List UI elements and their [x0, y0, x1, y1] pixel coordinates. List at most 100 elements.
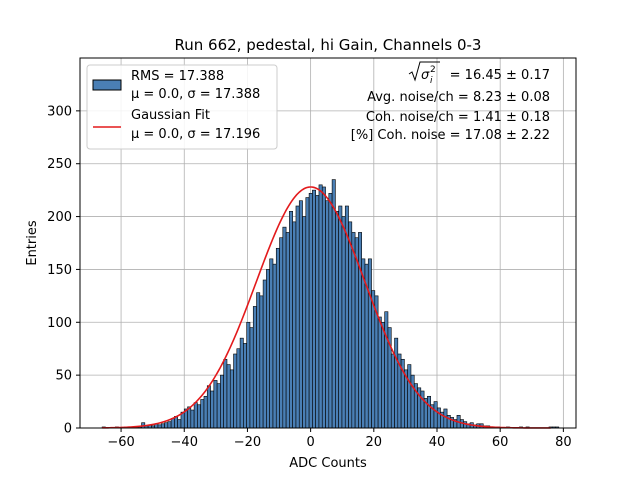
- legend-histogram-stats: μ = 0.0, σ = 17.388: [131, 87, 260, 102]
- x-tick-label: −60: [107, 435, 134, 450]
- histogram-bar: [229, 369, 234, 429]
- histogram-bar: [167, 421, 172, 429]
- histogram-bar: [367, 258, 372, 429]
- x-axis-label: ADC Counts: [289, 456, 367, 471]
- total-noise-value: = 16.45 ± 0.17: [450, 68, 550, 83]
- x-axis-ticks: −60 −40 −20 0 20 40 60 80: [107, 428, 572, 450]
- y-tick-label: 50: [55, 369, 72, 384]
- histogram-bar: [381, 321, 385, 429]
- legend-box: [86, 64, 278, 150]
- histogram-bar: [200, 399, 205, 429]
- gaussian-fit-line: [102, 186, 551, 429]
- histogram-bar: [308, 193, 313, 429]
- histogram-bar: [272, 263, 277, 429]
- histogram-bar: [338, 205, 343, 429]
- histogram-bar: [436, 407, 441, 429]
- histogram-bar: [210, 390, 215, 429]
- y-tick-label: 200: [47, 210, 72, 225]
- y-tick-label: 250: [47, 157, 72, 172]
- histogram-bar: [220, 374, 224, 429]
- y-tick-label: 300: [47, 104, 72, 119]
- histogram-bar: [358, 232, 362, 429]
- x-tick-label: −20: [234, 435, 261, 450]
- histogram-bar: [394, 337, 399, 429]
- histogram-bar: [341, 216, 346, 429]
- histogram-bar: [427, 395, 431, 429]
- histogram-bar: [262, 279, 267, 429]
- noise-annotations: σ 2 i = 16.45 ± 0.17 Avg. noise/ch = 8.2…: [351, 61, 550, 143]
- histogram-bar: [285, 232, 290, 429]
- histogram-bar: [410, 374, 415, 429]
- histogram-bar: [164, 422, 169, 429]
- histogram-bar: [328, 193, 333, 429]
- histogram-bar: [318, 184, 323, 429]
- x-tick-label: 0: [306, 435, 314, 450]
- histogram-bar: [443, 408, 448, 429]
- histogram-bar: [377, 316, 382, 429]
- y-tick-label: 100: [47, 316, 72, 331]
- histogram-bar: [252, 306, 257, 429]
- histogram-bar: [239, 337, 244, 429]
- histogram-bar: [243, 343, 247, 429]
- histogram-bar: [433, 401, 438, 429]
- histogram-bar: [384, 311, 389, 429]
- coh-noise-percent-annotation: [%] Coh. noise = 17.08 ± 2.22: [351, 128, 550, 143]
- histogram-bar: [315, 195, 320, 429]
- coh-noise-annotation: Coh. noise/ch = 1.41 ± 0.18: [366, 110, 550, 125]
- histogram-bar: [312, 189, 316, 429]
- x-tick-label: 60: [492, 435, 509, 450]
- histogram-bar: [233, 353, 238, 429]
- histogram-bar: [223, 358, 228, 429]
- y-axis-ticks: 0 50 100 150 200 250 300: [47, 104, 80, 437]
- histogram-bar: [279, 237, 284, 429]
- histogram-bar: [321, 186, 326, 429]
- legend-histogram-swatch: [92, 79, 122, 91]
- chart-title: Run 662, pedestal, hi Gain, Channels 0-3: [175, 36, 482, 54]
- histogram-bar: [298, 200, 303, 429]
- histogram-bar: [236, 348, 241, 429]
- y-axis-label: Entries: [25, 220, 40, 266]
- histogram-bar: [226, 364, 231, 429]
- x-tick-label: −40: [171, 435, 198, 450]
- sigma-superscript: 2: [430, 65, 436, 75]
- histogram-bar: [197, 404, 201, 429]
- histogram-bar: [351, 232, 356, 429]
- y-tick-label: 0: [64, 422, 72, 437]
- x-tick-label: 40: [429, 435, 446, 450]
- histogram-bar: [190, 409, 195, 429]
- histogram-bar: [206, 385, 211, 429]
- histogram-bar: [249, 327, 254, 429]
- legend-fit-label: Gaussian Fit: [131, 108, 210, 123]
- histogram-bar: [177, 419, 182, 429]
- histogram-bar: [292, 221, 297, 429]
- histogram-bar: [269, 258, 274, 429]
- plot-frame: [79, 57, 577, 429]
- histogram-bar: [295, 205, 300, 429]
- histogram-bar: [289, 210, 293, 429]
- histogram-bar: [160, 423, 165, 429]
- histogram-bar: [213, 380, 218, 429]
- histogram-bar: [348, 221, 353, 429]
- histogram-bar: [259, 295, 264, 429]
- histogram-bar: [390, 353, 395, 429]
- x-tick-label: 80: [555, 435, 572, 450]
- histogram-bar: [331, 179, 336, 429]
- histogram-bar: [216, 383, 221, 429]
- legend-histogram-label: RMS = 17.388: [131, 69, 224, 84]
- legend: RMS = 17.388 μ = 0.0, σ = 17.388 Gaussia…: [86, 64, 278, 150]
- histogram-bar: [275, 247, 280, 429]
- histogram-bar: [325, 200, 330, 429]
- histogram-bar: [256, 292, 261, 429]
- histogram-bar: [203, 395, 208, 429]
- avg-noise-annotation: Avg. noise/ch = 8.23 ± 0.08: [367, 90, 550, 105]
- x-tick-label: 20: [366, 435, 383, 450]
- histogram-bar: [407, 364, 412, 429]
- histogram-bar: [305, 197, 310, 429]
- histogram-bar: [266, 269, 270, 429]
- histogram-bar: [361, 258, 366, 429]
- legend-fit-stats: μ = 0.0, σ = 17.196: [131, 127, 260, 142]
- histogram-bar: [282, 226, 287, 429]
- histogram-bar: [354, 237, 359, 429]
- histogram-bar: [371, 290, 376, 429]
